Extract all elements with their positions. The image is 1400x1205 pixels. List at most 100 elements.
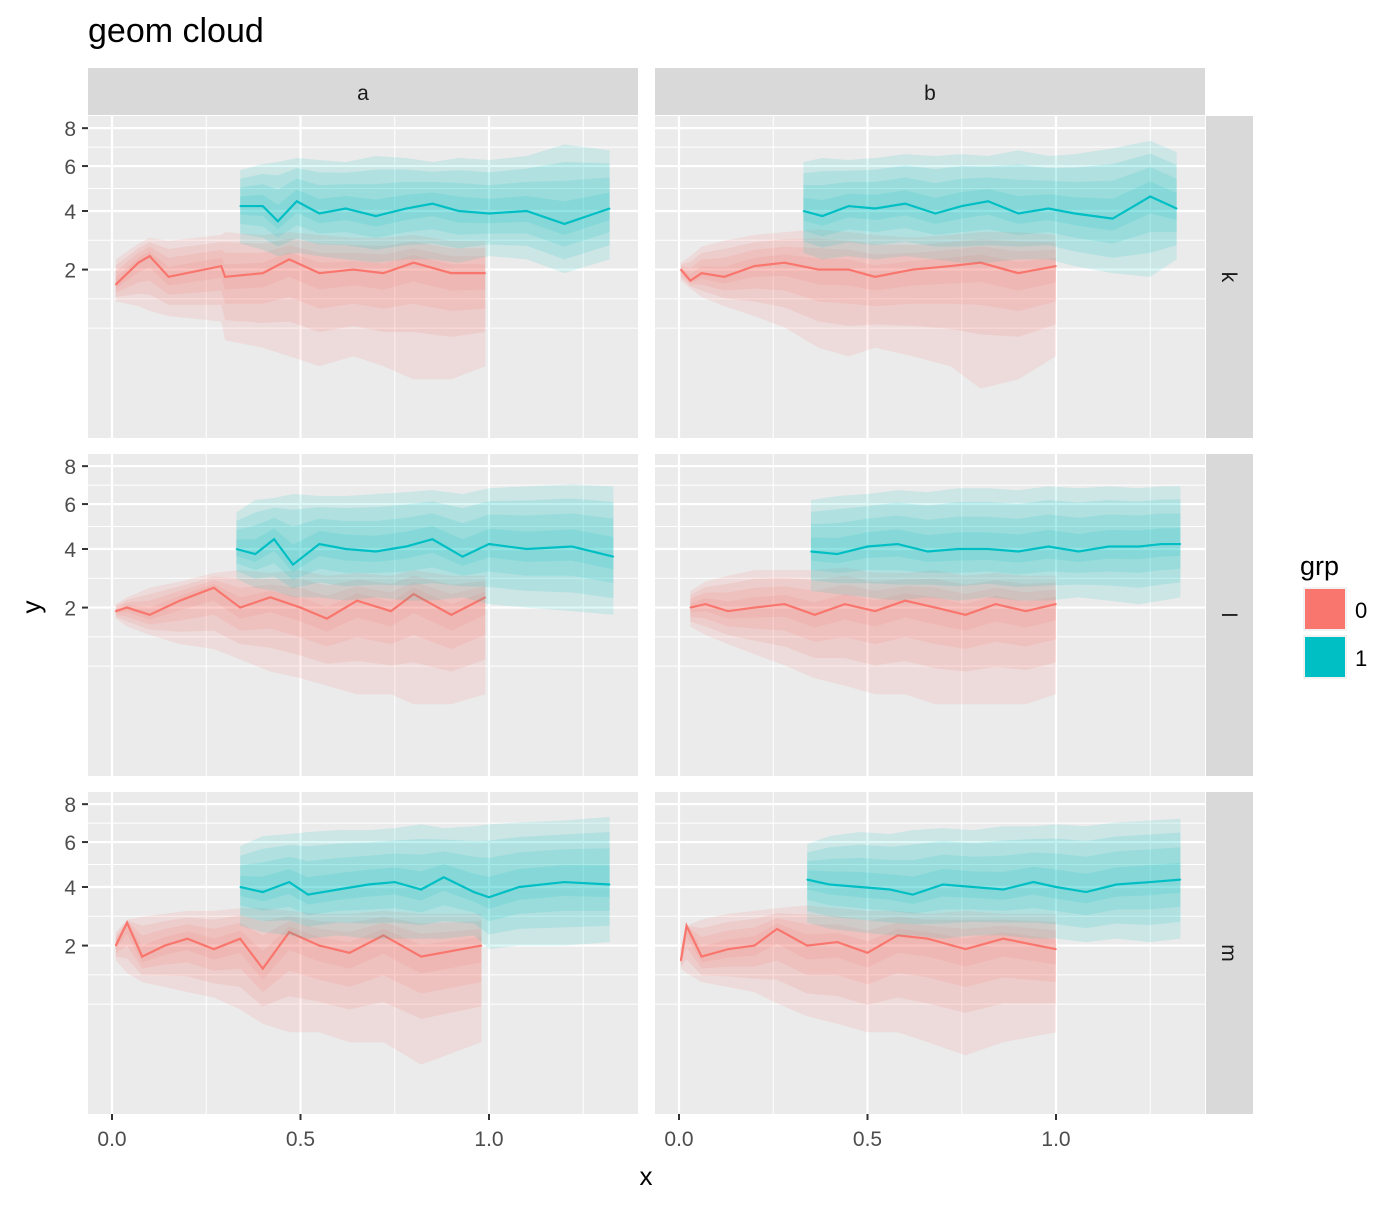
data-point <box>806 878 808 881</box>
facet-strip-l <box>1206 454 1253 776</box>
cloud-band-grp-0 <box>690 584 1056 649</box>
series-line-grp-1 <box>806 878 1181 896</box>
data-point <box>1179 878 1182 881</box>
data-point <box>563 223 566 225</box>
cloud-band-grp-1 <box>803 140 1177 277</box>
facet-strip-label: m <box>1217 944 1240 962</box>
cloud-band-grp-1 <box>236 484 614 615</box>
data-point <box>1077 550 1080 553</box>
data-point <box>994 603 997 605</box>
data-point <box>685 924 688 927</box>
data-point <box>934 212 937 215</box>
data-point <box>844 603 846 605</box>
cloud-band-grp-0 <box>680 913 1056 1013</box>
data-point <box>904 599 906 602</box>
y-tick-label: 4 <box>64 539 76 562</box>
data-point <box>525 548 528 550</box>
series-line-grp-0 <box>114 920 482 971</box>
cloud-band-grp-1 <box>240 162 610 260</box>
legend: grp 0 1 <box>1300 551 1367 679</box>
data-point <box>911 893 914 896</box>
data-point <box>299 606 302 609</box>
data-point <box>1002 937 1005 940</box>
data-point <box>288 258 290 261</box>
data-point <box>458 210 460 212</box>
cloud-band-grp-0 <box>690 575 1056 672</box>
panel-b-m <box>655 792 1205 1114</box>
data-point <box>186 937 189 940</box>
data-point <box>382 272 385 274</box>
series-line-grp-0 <box>115 254 486 286</box>
data-point <box>1175 207 1178 210</box>
data-point <box>431 202 434 205</box>
data-point <box>262 272 264 274</box>
panel-background <box>88 116 638 438</box>
data-point <box>1115 883 1118 886</box>
cloud-band-grp-1 <box>810 499 1181 588</box>
data-point <box>1047 207 1050 210</box>
data-point <box>167 276 170 278</box>
data-point <box>904 202 906 205</box>
cloud-band-grp-1 <box>803 153 1177 258</box>
y-tick-label: 2 <box>64 260 76 283</box>
data-point <box>326 617 328 620</box>
data-point <box>318 212 321 215</box>
data-point <box>307 893 309 896</box>
data-point <box>405 545 407 548</box>
x-tick-label: 1.0 <box>1041 1128 1070 1151</box>
data-point <box>979 261 982 264</box>
cloud-band-grp-0 <box>115 251 486 291</box>
data-point <box>874 207 876 210</box>
legend-title: grp <box>1300 551 1339 581</box>
cloud-band-grp-1 <box>240 816 610 950</box>
cloud-band-grp-0 <box>690 593 1056 631</box>
data-point <box>375 550 377 553</box>
data-point <box>608 883 611 886</box>
data-point <box>262 967 264 970</box>
data-point <box>295 200 298 203</box>
data-point <box>680 268 682 271</box>
cloud-band-grp-0 <box>115 238 486 337</box>
data-point <box>254 553 257 555</box>
data-point <box>126 921 128 924</box>
data-point <box>179 599 181 602</box>
data-point <box>964 948 967 950</box>
y-tick-label: 4 <box>64 877 76 900</box>
y-tick-label: 6 <box>64 494 76 517</box>
data-point <box>450 614 453 616</box>
data-point <box>212 586 215 589</box>
facet-strip-label: b <box>924 82 936 105</box>
cloud-band-grp-1 <box>240 144 610 274</box>
series-line-grp-1 <box>803 195 1178 220</box>
data-point <box>1025 610 1027 612</box>
facet-strip-label: k <box>1217 272 1240 283</box>
data-point <box>727 948 729 950</box>
cloud-band-grp-1 <box>807 818 1181 943</box>
data-point <box>817 268 820 271</box>
data-point <box>783 603 786 605</box>
data-point <box>442 876 445 879</box>
cloud-band-grp-1 <box>803 167 1177 244</box>
facet-strip-m <box>1206 792 1253 1114</box>
data-point <box>431 538 434 541</box>
data-point <box>1055 603 1057 605</box>
data-point <box>375 215 377 217</box>
data-point <box>318 272 321 274</box>
cloud-band-grp-1 <box>810 486 1181 605</box>
data-point <box>148 255 151 257</box>
data-point <box>987 200 989 203</box>
data-point <box>382 934 385 937</box>
data-point <box>420 888 422 891</box>
data-point <box>262 891 264 893</box>
data-point <box>318 543 321 545</box>
data-point <box>224 276 226 278</box>
data-point <box>889 888 891 891</box>
facet-strip-a <box>88 68 638 115</box>
data-point <box>1055 886 1057 888</box>
cloud-band-grp-0 <box>680 229 1056 389</box>
data-point <box>450 272 453 274</box>
data-point <box>1017 272 1020 274</box>
data-point <box>1017 212 1020 215</box>
data-point <box>525 210 528 212</box>
